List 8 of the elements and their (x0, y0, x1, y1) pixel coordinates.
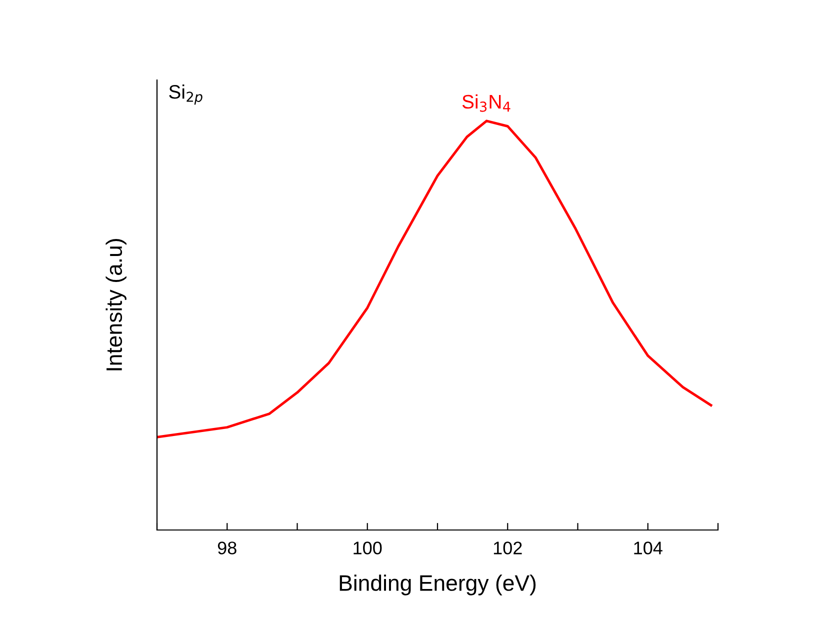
x-tick-label: 98 (218, 542, 236, 554)
x-axis-title: Binding Energy (eV) (340, 574, 536, 596)
text: Si$_{2p}$ (169, 84, 202, 105)
y-axis-title: Intensity (a.u) (106, 239, 126, 370)
x-tick-label: 100 (354, 542, 382, 554)
x-tick-label: 102 (494, 542, 522, 554)
annotation: Si$_{3}$N$_{4}$ (462, 94, 510, 112)
x-tick-label: 104 (634, 542, 662, 554)
